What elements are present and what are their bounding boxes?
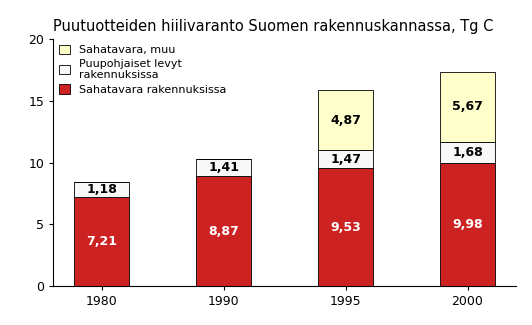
Text: Puutuotteiden hiilivaranto Suomen rakennuskannassa, Tg C: Puutuotteiden hiilivaranto Suomen rakenn… bbox=[53, 19, 494, 34]
Text: 1,41: 1,41 bbox=[208, 161, 239, 174]
Bar bbox=[196, 176, 251, 286]
Text: 5,67: 5,67 bbox=[452, 100, 483, 113]
Text: 1,18: 1,18 bbox=[86, 183, 117, 196]
Text: 7,21: 7,21 bbox=[86, 235, 117, 248]
Bar bbox=[74, 197, 129, 286]
Bar bbox=[318, 168, 373, 286]
Text: 8,87: 8,87 bbox=[208, 225, 239, 238]
Bar bbox=[196, 159, 251, 176]
Text: 9,98: 9,98 bbox=[452, 218, 483, 231]
Text: 9,53: 9,53 bbox=[330, 221, 361, 234]
Text: 1,68: 1,68 bbox=[452, 146, 483, 159]
Bar bbox=[74, 182, 129, 197]
Legend: Sahatavara, muu, Puupohjaiset levyt
rakennuksissa, Sahatavara rakennuksissa: Sahatavara, muu, Puupohjaiset levyt rake… bbox=[56, 42, 228, 97]
Bar bbox=[318, 90, 373, 150]
Bar bbox=[440, 142, 495, 163]
Bar bbox=[440, 72, 495, 142]
Bar bbox=[440, 163, 495, 286]
Text: 4,87: 4,87 bbox=[330, 113, 361, 126]
Text: 1,47: 1,47 bbox=[330, 153, 361, 166]
Bar bbox=[318, 150, 373, 168]
